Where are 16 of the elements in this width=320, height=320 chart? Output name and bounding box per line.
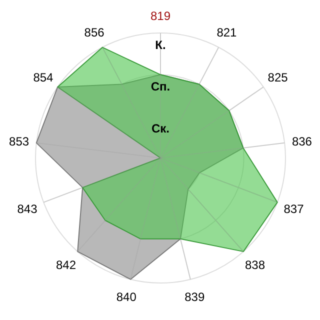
spoke-label: 836 <box>292 134 312 148</box>
spoke-label: 840 <box>116 290 137 304</box>
spoke-label: 854 <box>33 70 54 85</box>
y-tick-label: К. <box>155 38 166 52</box>
spoke-label: 842 <box>56 258 76 272</box>
y-tick-label: Сп. <box>150 80 170 94</box>
y-tick-label: Ск. <box>151 121 170 136</box>
spoke-label: 839 <box>184 290 205 304</box>
spoke-label: 819 <box>150 9 171 23</box>
spoke-label: 856 <box>84 25 105 40</box>
spoke-label: 821 <box>216 25 238 40</box>
spoke-label: 825 <box>268 70 288 85</box>
spoke-label: 853 <box>9 134 30 148</box>
spoke-label: 843 <box>17 202 38 216</box>
spoke-label: 838 <box>244 258 266 272</box>
spoke-label: 837 <box>284 202 304 216</box>
